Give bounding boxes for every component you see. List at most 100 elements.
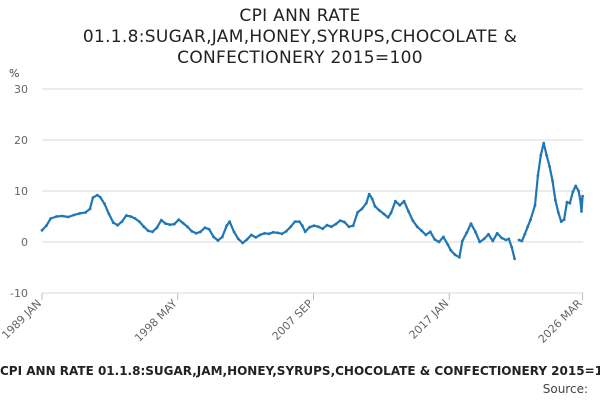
data-point (263, 231, 266, 235)
data-point (181, 221, 185, 225)
data-point (164, 222, 168, 226)
data-point (133, 217, 137, 220)
data-point (548, 165, 551, 168)
x-tick-label: 1989 JAN (0, 297, 44, 342)
data-point (129, 215, 133, 218)
data-point (321, 227, 325, 231)
data-point (487, 232, 490, 236)
data-point (91, 196, 95, 200)
data-point (98, 195, 102, 199)
data-point (402, 199, 406, 203)
data-point (207, 227, 211, 231)
data-point (533, 203, 537, 207)
y-tick-label: 20 (14, 134, 28, 147)
data-point (107, 212, 111, 216)
data-point (539, 153, 543, 157)
data-point (312, 224, 316, 228)
data-point (415, 225, 419, 229)
data-point (334, 222, 338, 226)
data-point (504, 238, 508, 242)
data-point (364, 201, 368, 205)
y-tick-label: -10 (10, 287, 28, 300)
data-point (420, 229, 423, 233)
data-point (578, 197, 582, 201)
data-point (155, 226, 159, 230)
data-point (254, 236, 258, 239)
data-point (449, 248, 453, 252)
y-tick-label: 30 (14, 83, 28, 96)
x-tick-label: 2026 MAR (536, 297, 585, 346)
data-point (289, 225, 293, 229)
data-point (407, 210, 410, 213)
data-point (190, 229, 194, 233)
data-point (308, 225, 311, 229)
data-point (442, 235, 445, 239)
data-point (581, 194, 584, 198)
data-point (49, 217, 53, 220)
data-point (478, 240, 482, 244)
data-point (568, 201, 572, 205)
data-point (151, 230, 154, 234)
data-point (111, 221, 115, 225)
y-tick-label: 0 (21, 236, 28, 249)
data-point (507, 237, 511, 241)
data-point (517, 238, 521, 242)
data-point (580, 210, 583, 213)
data-point (398, 203, 402, 207)
data-point (351, 224, 355, 228)
data-point (370, 197, 374, 201)
data-point (562, 218, 566, 222)
x-tick-label: 1998 MAY (132, 297, 180, 345)
series-line (40, 193, 516, 260)
data-point (513, 257, 516, 261)
data-point (554, 198, 557, 202)
data-point (360, 207, 364, 211)
data-point (88, 207, 92, 211)
data-point (526, 225, 530, 229)
data-point (551, 179, 554, 183)
data-point (542, 141, 546, 145)
data-point (142, 225, 146, 229)
data-point (574, 184, 578, 188)
data-point (571, 190, 575, 194)
data-point (565, 200, 569, 204)
data-point (529, 218, 532, 222)
data-point (338, 219, 342, 223)
data-point (303, 230, 307, 234)
data-point (491, 239, 495, 243)
data-point (523, 232, 527, 236)
data-point (545, 153, 548, 157)
data-point (482, 237, 486, 241)
data-point (298, 220, 301, 224)
data-point (258, 233, 262, 237)
data-point (316, 225, 320, 229)
data-point (78, 212, 82, 215)
data-point (66, 215, 70, 219)
y-axis-label: % (9, 67, 19, 80)
data-point (458, 255, 461, 259)
data-point (424, 233, 428, 237)
data-point (330, 225, 333, 229)
data-point (199, 230, 202, 234)
data-point (172, 222, 176, 226)
x-tick-label: 2017 JAN (407, 297, 452, 342)
data-point (465, 231, 469, 235)
data-point (186, 225, 189, 229)
data-point (116, 223, 119, 227)
data-point (168, 223, 172, 227)
x-tick-label: 2007 SEP (270, 297, 316, 343)
data-point (343, 220, 346, 224)
data-point (103, 202, 106, 206)
source-label: Source: (542, 382, 588, 396)
data-point (241, 241, 245, 245)
data-point (245, 238, 249, 241)
data-point (267, 232, 271, 236)
data-point (325, 223, 329, 227)
data-point (394, 199, 397, 203)
data-point (510, 245, 514, 249)
data-point (45, 224, 48, 228)
data-point (203, 226, 207, 230)
data-point (177, 218, 181, 222)
data-point (212, 235, 216, 239)
